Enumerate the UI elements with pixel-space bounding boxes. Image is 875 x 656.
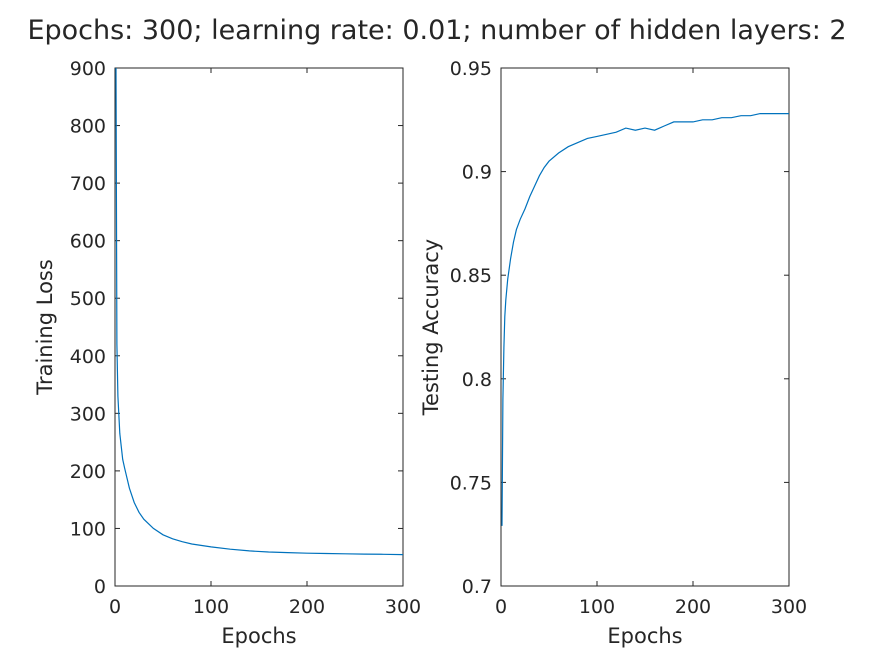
y-tick-label: 200 — [70, 461, 106, 483]
y-tick-label: 300 — [70, 403, 106, 425]
axes-box — [114, 67, 404, 587]
y-tick-label: 0.75 — [450, 472, 492, 494]
subplots: 0 100 200 300 0 100 200 300 400 500 600 700 800 900 Ep… — [33, 58, 807, 648]
y-tick-label: 0.8 — [462, 369, 492, 391]
y-axis-label: Training Loss — [33, 259, 57, 396]
subplot-accuracy: 0 100 200 300 0.7 0.75 0.8 0.85 0.9 0.95 Epochs Tes… — [419, 58, 807, 648]
y-tick-label: 800 — [70, 116, 106, 138]
y-tick-label: 0.9 — [462, 162, 492, 184]
y-tick-label: 700 — [70, 173, 106, 195]
x-tick-label: 100 — [193, 596, 229, 618]
series-line-accuracy — [501, 112, 789, 526]
axes-box — [500, 67, 790, 587]
series-line-loss — [115, 67, 404, 556]
y-tick-label: 900 — [70, 58, 106, 80]
y-tick-label: 600 — [70, 231, 106, 253]
x-tick-label: 300 — [385, 596, 421, 618]
y-tick-label: 100 — [70, 518, 106, 540]
y-tick-label: 0 — [94, 576, 106, 598]
y-tick-label: 400 — [70, 346, 106, 368]
x-tick-label: 200 — [675, 596, 711, 618]
y-axis-label: Testing Accuracy — [419, 239, 443, 416]
x-tick-label: 100 — [579, 596, 615, 618]
x-tick-label: 300 — [771, 596, 807, 618]
x-tick-label: 0 — [109, 596, 121, 618]
x-axis-label: Epochs — [221, 624, 296, 648]
x-tick-label: 0 — [495, 596, 507, 618]
x-tick-label: 200 — [289, 596, 325, 618]
figure-title: Epochs: 300; learning rate: 0.01; number… — [27, 15, 846, 46]
x-axis-label: Epochs — [607, 624, 682, 648]
y-tick-label: 0.85 — [450, 265, 492, 287]
y-tick-label: 0.95 — [450, 58, 492, 80]
y-tick-label: 500 — [70, 288, 106, 310]
subplot-loss: 0 100 200 300 0 100 200 300 400 500 600 700 800 900 Ep… — [33, 58, 421, 648]
y-tick-label: 0.7 — [462, 576, 492, 598]
